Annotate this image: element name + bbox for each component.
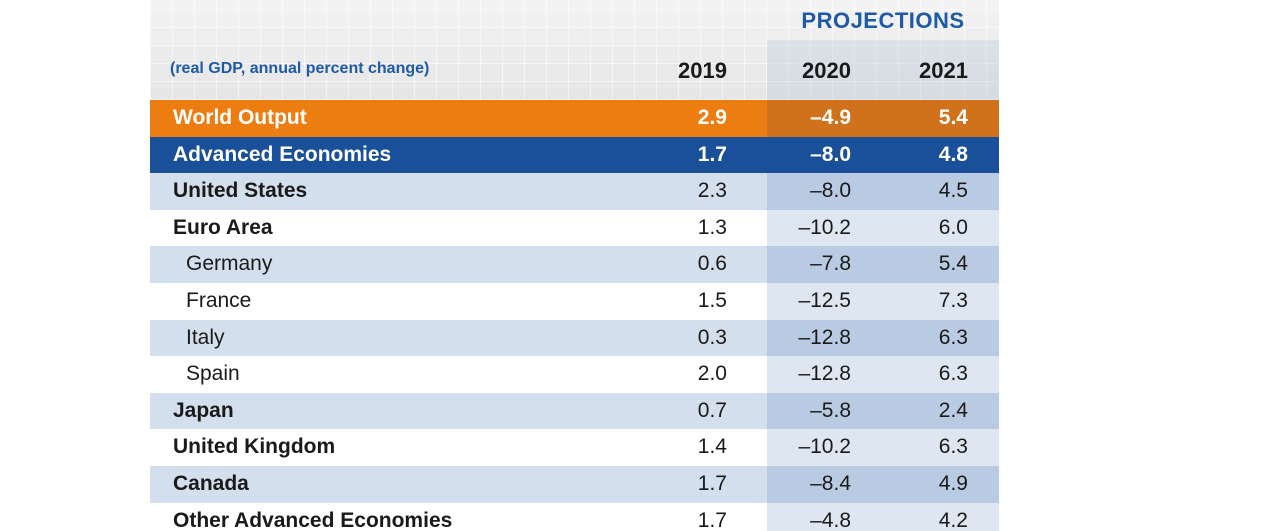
table-row: Spain 2.0 –12.8 6.3 (150, 356, 999, 393)
value-2019: 1.3 (697, 215, 727, 239)
units-label: (real GDP, annual percent change) (170, 60, 430, 77)
row-label: Canada (173, 471, 249, 495)
value-2019: 1.7 (697, 471, 727, 495)
value-2021: 6.3 (938, 435, 968, 459)
table-row: World Output 2.9 –4.9 5.4 (150, 100, 999, 137)
table-row: Other Advanced Economies 1.7 –4.8 4.2 (150, 502, 999, 531)
year-header-2020: 2020 (802, 58, 851, 83)
value-2020: –4.8 (810, 508, 851, 531)
value-2020: –10.2 (798, 435, 851, 459)
value-2020: –10.2 (798, 215, 851, 239)
gdp-projection-table: PROJECTIONS (real GDP, annual percent ch… (150, 0, 999, 531)
value-2021: 6.0 (938, 215, 968, 239)
value-2020: –8.0 (810, 179, 851, 203)
table-row: Canada 1.7 –8.4 4.9 (150, 465, 999, 503)
table-row: United Kingdom 1.4 –10.2 6.3 (150, 429, 999, 466)
projections-heading: PROJECTIONS (801, 8, 965, 33)
value-2019: 1.7 (697, 142, 727, 166)
table-row: Japan 0.7 –5.8 2.4 (150, 392, 999, 430)
row-label: Other Advanced Economies (173, 508, 453, 531)
value-2020: –12.8 (798, 362, 851, 386)
table-row: Italy 0.3 –12.8 6.3 (150, 319, 999, 357)
projections-column-shade (767, 40, 999, 100)
row-label: Japan (173, 398, 234, 422)
value-2021: 4.9 (938, 471, 968, 495)
year-header-2019: 2019 (678, 58, 727, 83)
value-2020: –12.5 (798, 288, 851, 312)
row-label: Spain (186, 362, 240, 386)
table-row: Advanced Economies 1.7 –8.0 4.8 (150, 136, 999, 174)
table-body: World Output 2.9 –4.9 5.4 Advanced Econo… (150, 100, 999, 531)
table-row: United States 2.3 –8.0 4.5 (150, 173, 999, 210)
row-label: United States (173, 179, 308, 203)
value-2019: 2.0 (697, 362, 727, 386)
value-2021: 5.4 (938, 106, 968, 129)
value-2021: 6.3 (938, 362, 968, 386)
value-2019: 1.4 (697, 435, 727, 459)
value-2021: 2.4 (938, 398, 968, 422)
value-2020: –5.8 (810, 398, 851, 422)
value-2019: 1.5 (697, 288, 727, 312)
value-2021: 4.5 (938, 179, 968, 203)
row-label: United Kingdom (173, 435, 336, 459)
value-2021: 5.4 (938, 252, 968, 276)
value-2020: –4.9 (810, 106, 851, 129)
value-2021: 6.3 (938, 325, 968, 349)
value-2019: 0.6 (697, 252, 727, 276)
value-2020: –7.8 (810, 252, 851, 276)
value-2020: –12.8 (798, 325, 851, 349)
value-2019: 2.9 (697, 106, 727, 129)
value-2019: 2.3 (697, 179, 727, 203)
row-label: Euro Area (173, 215, 273, 239)
table-header: PROJECTIONS (real GDP, annual percent ch… (150, 0, 999, 100)
value-2019: 0.3 (697, 325, 727, 349)
value-2020: –8.4 (810, 471, 851, 495)
row-label: World Output (173, 106, 307, 129)
table-row: France 1.5 –12.5 7.3 (150, 282, 999, 320)
year-header-2021: 2021 (919, 58, 968, 83)
value-2021: 7.3 (938, 288, 968, 312)
row-label: France (186, 288, 252, 312)
table-row: Euro Area 1.3 –10.2 6.0 (150, 209, 999, 247)
value-2019: 1.7 (697, 508, 727, 531)
table-row: Germany 0.6 –7.8 5.4 (150, 246, 999, 283)
value-2021: 4.2 (938, 508, 968, 531)
value-2020: –8.0 (810, 142, 851, 166)
row-label: Italy (186, 325, 225, 349)
row-label: Germany (186, 252, 273, 276)
value-2019: 0.7 (697, 398, 727, 422)
row-label: Advanced Economies (173, 142, 392, 166)
value-2021: 4.8 (938, 142, 968, 166)
